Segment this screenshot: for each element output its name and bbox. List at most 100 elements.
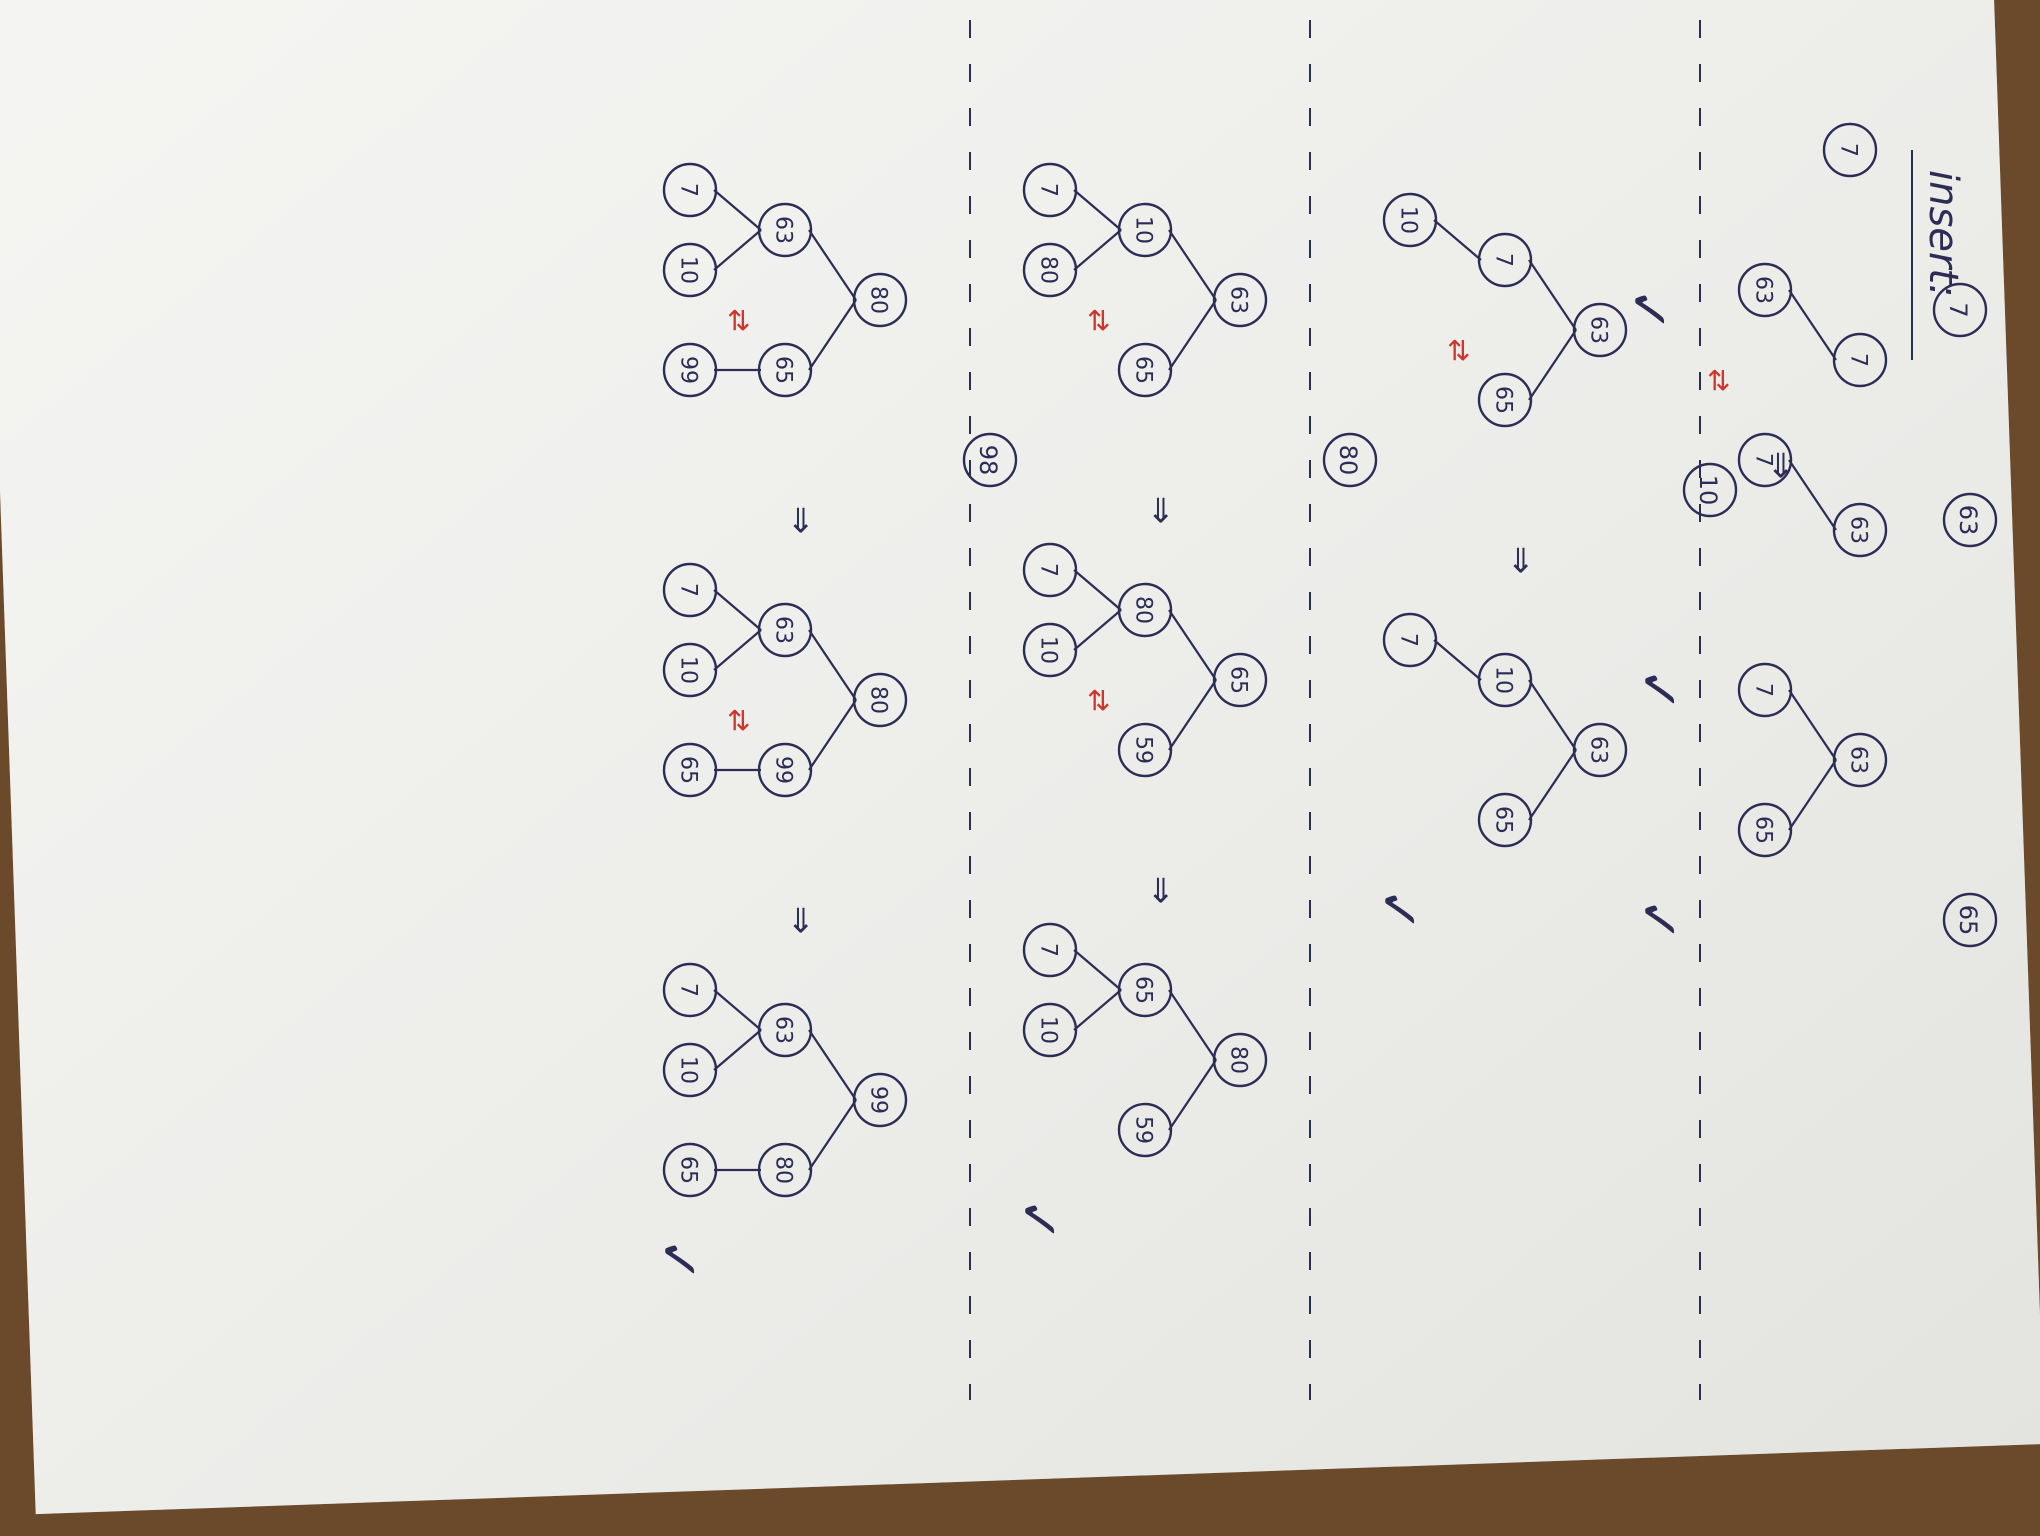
- heap-node-label: 80: [771, 1156, 796, 1184]
- heap-edge: [1073, 609, 1122, 651]
- heap-edge: [713, 629, 762, 671]
- heap-node: [1832, 732, 1888, 788]
- heap-node: [1022, 1002, 1078, 1058]
- ok-checkmark: ✓: [647, 1237, 710, 1282]
- ok-checkmark: ✓: [1627, 897, 1690, 942]
- heap-node: [1382, 612, 1438, 668]
- heap-node: [662, 342, 718, 398]
- section-65: 65 63 7 65 ✓: [1627, 662, 1998, 948]
- heap-node-label: 80: [1036, 256, 1061, 284]
- insert-key-label: 65: [1954, 905, 1982, 936]
- swap-marker: ⇄: [1083, 688, 1116, 711]
- heap-node: [1117, 582, 1173, 638]
- heap-node: [1477, 792, 1533, 848]
- heap-node-label: 65: [1491, 386, 1516, 414]
- heap-node-label: 7: [1036, 563, 1061, 577]
- heap-node-label: 65: [676, 1156, 701, 1184]
- step-arrow: ⇒: [1141, 876, 1181, 905]
- heap-node-label: 63: [1586, 736, 1611, 764]
- heap-node-label: 10: [1036, 636, 1061, 664]
- heap-node: [1737, 432, 1793, 488]
- heap-node-label: 65: [1131, 976, 1156, 1004]
- heap-node-label: 63: [771, 1016, 796, 1044]
- heap-node-label: 65: [1491, 806, 1516, 834]
- heap-node: [1737, 662, 1793, 718]
- heap-node-label: 7: [1036, 943, 1061, 957]
- heap-node: [1737, 262, 1793, 318]
- heap-node-label: 63: [1586, 316, 1611, 344]
- step-arrow: ⇒: [1761, 451, 1801, 480]
- heap-node: [757, 202, 813, 258]
- swap-marker: ⇄: [1443, 338, 1476, 361]
- heap-tree: 63 7 65 10 ⇒ ⇄: [1382, 192, 1628, 574]
- heap-node-label: 63: [1846, 746, 1871, 774]
- heap-node: [1822, 122, 1878, 178]
- heap-node: [1022, 242, 1078, 298]
- heap-edge: [1168, 989, 1217, 1061]
- heap-edge: [1073, 989, 1122, 1031]
- heap-node-label: 63: [1846, 516, 1871, 544]
- heap-tree: 63 10 65 7 80 ⇒ ⇄: [1022, 162, 1268, 525]
- heap-edge: [1168, 609, 1217, 681]
- heap-node-label: 7: [1491, 253, 1516, 267]
- heap-edge: [1073, 569, 1122, 611]
- heap-edge: [1433, 219, 1482, 261]
- section-10: 10 63 7 65 10 ⇒ ⇄ 63 10 65 7 ✓: [1367, 192, 1738, 933]
- section-98: 98 80 63 65 7 10 99 ⇒ ⇄ 80 63 99 7 10 65 ⇒ ⇄ 99 63 80 7 10 65 ✓: [647, 162, 1018, 1283]
- heap-node: [1117, 1102, 1173, 1158]
- heap-node: [1572, 302, 1628, 358]
- insert-key-circle: [1942, 892, 1998, 948]
- heap-node: [1572, 722, 1628, 778]
- step-arrow: ⇒: [1141, 496, 1181, 525]
- heap-node: [757, 602, 813, 658]
- heap-edge: [808, 299, 857, 371]
- heap-node-label: 7: [676, 583, 701, 597]
- heap-edge: [1433, 639, 1482, 681]
- heap-tree: 80 63 65 7 10 99 ⇒ ⇄: [662, 162, 908, 534]
- swap-marker: ⇄: [723, 708, 756, 731]
- insert-key-circle: [1322, 432, 1378, 488]
- heap-node-label: 10: [1131, 216, 1156, 244]
- heap-edge: [808, 1029, 857, 1101]
- heap-tree: 80 65 59 7 10: [1022, 922, 1268, 1158]
- heap-node: [662, 1142, 718, 1198]
- heap-node: [1212, 652, 1268, 708]
- heap-tree: 80 63 99 7 10 65 ⇒ ⇄: [662, 562, 908, 934]
- heap-node-label: 99: [866, 1086, 891, 1114]
- heap-node: [662, 962, 718, 1018]
- heap-edge: [1788, 689, 1837, 761]
- heap-node-label: 65: [771, 356, 796, 384]
- heap-node: [1382, 192, 1438, 248]
- heap-node: [662, 242, 718, 298]
- heap-edge: [713, 229, 762, 271]
- heap-node: [662, 562, 718, 618]
- heap-node: [1022, 542, 1078, 598]
- section-80: 80 63 10 65 7 80 ⇒ ⇄ 65 80 59 7 10 ⇒ ⇄ 80 65 59 7 10 ✓: [1007, 162, 1378, 1243]
- heap-node: [757, 342, 813, 398]
- ok-checkmark: ✓: [1367, 887, 1430, 932]
- heap-node: [1212, 272, 1268, 328]
- heap-edge: [1168, 299, 1217, 371]
- heap-node-label: 7: [1836, 143, 1861, 157]
- swap-marker: ⇄: [1083, 308, 1116, 331]
- heap-node: [852, 672, 908, 728]
- heap-node-label: 80: [1226, 1046, 1251, 1074]
- heap-node-label: 10: [676, 256, 701, 284]
- section-63: 63 7 63 ⇒ ⇄ 63 7 ✓: [1627, 262, 1998, 713]
- heap-edge: [1073, 949, 1122, 991]
- heap-tree: 99 63 80 7 10 65: [662, 962, 908, 1198]
- insert-key-label: 80: [1334, 445, 1362, 476]
- heading-insert: insert:: [1920, 170, 1966, 298]
- heap-edge: [1788, 289, 1837, 361]
- heap-node-label: 10: [676, 1056, 701, 1084]
- insert-key-label: 7: [1944, 302, 1972, 317]
- heap-node-label: 7: [1036, 183, 1061, 197]
- heap-node: [1212, 1032, 1268, 1088]
- insert-key-circle: [962, 432, 1018, 488]
- heap-node: [757, 1002, 813, 1058]
- heap-tree: 65 80 59 7 10 ⇒ ⇄: [1022, 542, 1268, 905]
- heap-node-label: 80: [1131, 596, 1156, 624]
- heap-node: [1117, 342, 1173, 398]
- heap-node-label: 65: [1131, 356, 1156, 384]
- heap-node-label: 7: [1751, 453, 1776, 467]
